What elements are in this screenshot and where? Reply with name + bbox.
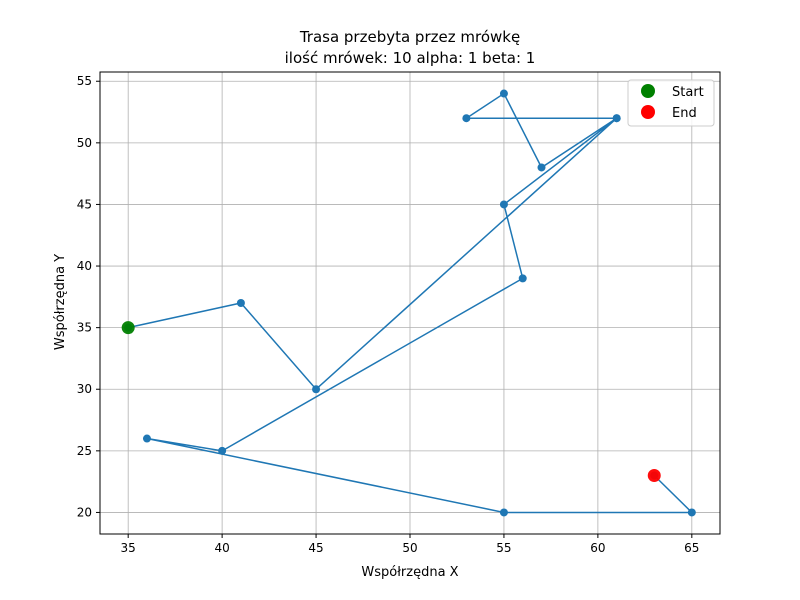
route-point xyxy=(462,114,471,123)
x-tick-label: 45 xyxy=(308,541,323,555)
y-tick-label: 50 xyxy=(77,136,92,150)
route-point xyxy=(518,274,527,283)
route-point xyxy=(499,200,508,209)
y-tick-label: 55 xyxy=(77,74,92,88)
route-point xyxy=(236,299,245,307)
y-tick-label: 30 xyxy=(77,382,92,396)
chart-subtitle: ilość mrówek: 10 alpha: 1 beta: 1 xyxy=(285,49,536,67)
y-axis-label: Współrzędna Y xyxy=(53,254,68,350)
legend-end-swatch xyxy=(641,105,655,119)
route-point xyxy=(499,508,508,517)
tick-labels: 35 40 45 50 55 60 65 20 25 30 35 40 45 50 55 xyxy=(77,74,700,555)
route-point xyxy=(537,163,546,172)
chart-title: Trasa przebyta przez mrówkę xyxy=(299,28,520,46)
route-point xyxy=(312,385,321,394)
x-tick-label: 35 xyxy=(121,541,136,555)
legend-start-label: Start xyxy=(672,85,704,100)
x-tick-label: 40 xyxy=(214,541,229,555)
x-tick-label: 60 xyxy=(590,541,605,555)
y-tick-label: 45 xyxy=(77,197,92,211)
y-tick-label: 20 xyxy=(77,505,92,519)
route-point xyxy=(499,89,508,98)
x-tick-label: 55 xyxy=(496,541,511,555)
end-marker xyxy=(647,468,661,482)
y-tick-label: 40 xyxy=(77,259,92,273)
legend: Start End xyxy=(627,79,715,127)
y-tick-label: 35 xyxy=(77,321,92,335)
axes xyxy=(96,71,721,538)
legend-end-label: End xyxy=(672,106,697,121)
x-tick-label: 65 xyxy=(684,541,699,555)
y-tick-label: 25 xyxy=(77,444,92,458)
route-point xyxy=(218,446,227,455)
legend-start-swatch xyxy=(641,84,655,98)
route-point xyxy=(612,114,621,123)
x-tick-label: 50 xyxy=(402,541,417,555)
start-marker xyxy=(121,321,135,335)
route-point xyxy=(687,508,696,517)
route-point xyxy=(142,434,151,443)
x-axis-label: Współrzędna X xyxy=(361,565,458,580)
plot-area xyxy=(121,89,696,517)
